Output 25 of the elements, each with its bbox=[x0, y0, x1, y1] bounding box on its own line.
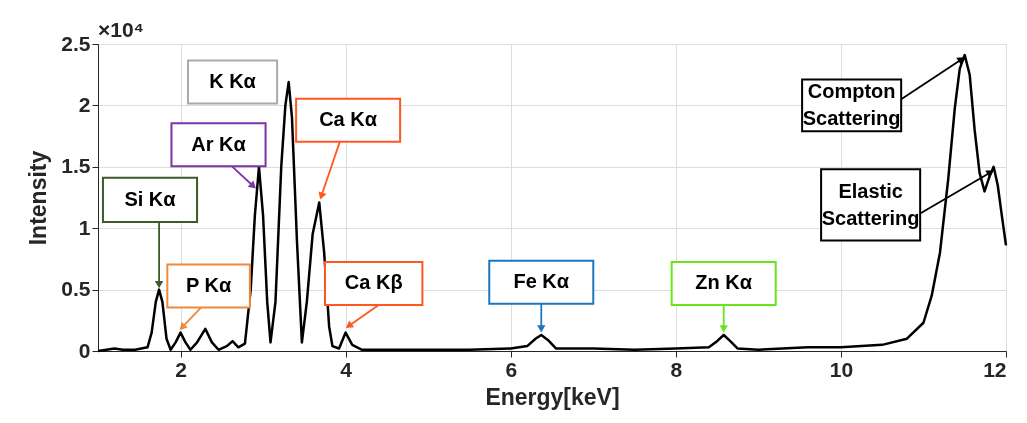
annotation: Si Kα bbox=[124, 187, 177, 210]
annotation: Compton Scattering bbox=[802, 80, 901, 130]
text: ×10⁴ bbox=[98, 18, 145, 41]
annotation: Ar Kα bbox=[191, 132, 247, 155]
x-tick-label: 4 bbox=[340, 357, 353, 381]
x-tick-label: 10 bbox=[829, 357, 854, 381]
y-axis-title: Intensity bbox=[25, 150, 52, 246]
y-tick-label: 0.5 bbox=[61, 277, 91, 301]
y-tick-label: 1.5 bbox=[61, 154, 91, 178]
x-tick-label: 8 bbox=[670, 357, 683, 381]
y-tick-label: 0 bbox=[78, 338, 91, 362]
annotation: P Kα bbox=[185, 273, 232, 296]
annotation: Zn Kα bbox=[695, 271, 753, 294]
annotation: Ca Kα bbox=[319, 108, 378, 131]
y-tick-label: 1 bbox=[78, 215, 91, 239]
y-tick-label: 2.5 bbox=[61, 31, 91, 55]
x-tick-label: 6 bbox=[505, 357, 518, 381]
x-axis-title: Energy[keV] bbox=[485, 383, 620, 410]
x-tick-label: 12 bbox=[983, 357, 1007, 381]
x-tick-label: 2 bbox=[175, 357, 187, 381]
annotation: K Kα bbox=[209, 70, 257, 93]
annotation: Elastic Scattering bbox=[821, 179, 920, 229]
annotation: Fe Kα bbox=[513, 270, 570, 293]
y-tick-label: 2 bbox=[78, 92, 91, 116]
annotation: Ca Kβ bbox=[344, 271, 403, 294]
